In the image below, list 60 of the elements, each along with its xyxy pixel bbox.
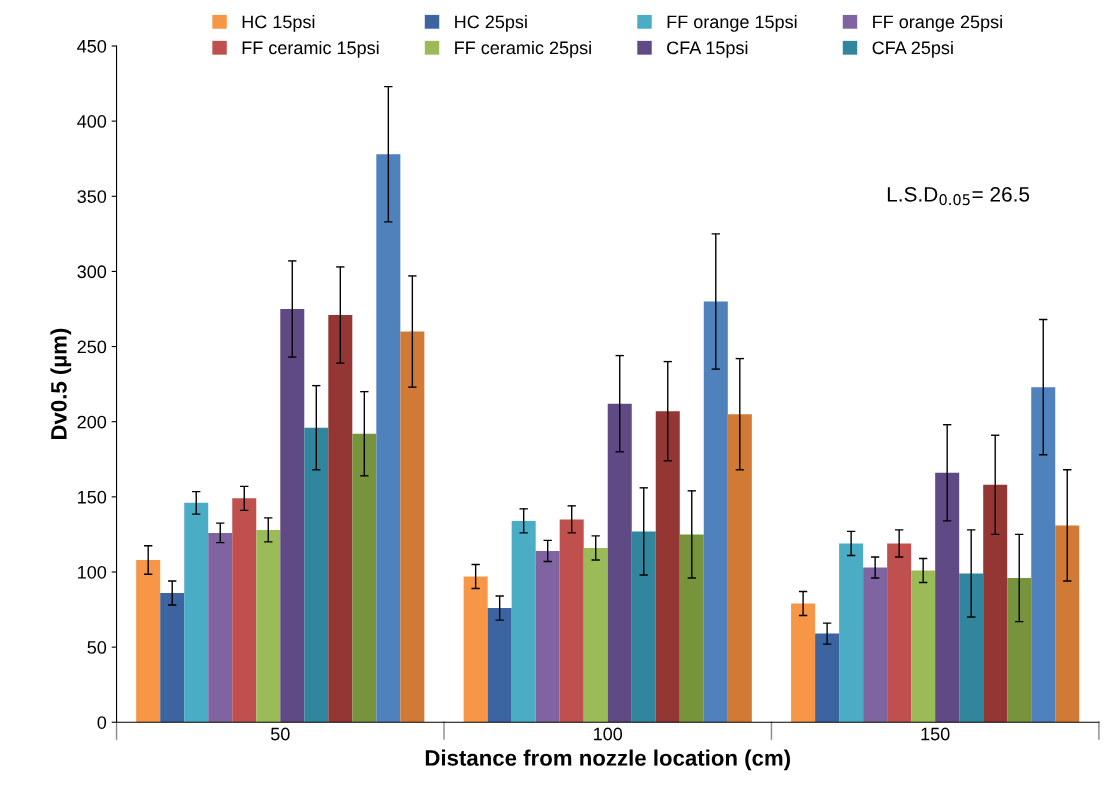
y-tick-label: 400: [77, 115, 107, 128]
bar: [511, 520, 536, 723]
bar: [400, 331, 425, 723]
bar: [815, 633, 840, 723]
legend-label: CFA 15psi: [667, 40, 748, 58]
bar: [184, 502, 209, 723]
bar: [1055, 525, 1080, 723]
bar: [232, 498, 257, 723]
bar: [935, 472, 960, 723]
legend-label: FF orange 15psi: [667, 15, 797, 32]
y-tick-label: 250: [77, 340, 107, 354]
bar: [136, 559, 161, 723]
bar: [487, 608, 512, 723]
x-tick-label: 50: [270, 727, 290, 741]
y-axis-title: Dv0.5 (µm): [50, 328, 72, 440]
y-tick-label: 450: [77, 39, 107, 53]
bar: [887, 543, 912, 723]
x-tick-label: 100: [594, 727, 623, 741]
x-axis-title: Distance from nozzle location (cm): [425, 749, 790, 771]
bar: [352, 433, 377, 723]
annotation: L.S.D$_{0.05}$= 26.5: [887, 186, 1030, 206]
bar: [160, 593, 185, 723]
y-tick-label: 0: [97, 716, 107, 729]
legend-label: CFA 25psi: [872, 40, 953, 58]
bar: [304, 427, 329, 723]
bar: [911, 570, 936, 723]
bar: [328, 315, 353, 723]
legend-label: FF ceramic 15psi: [242, 40, 379, 58]
y-tick-label: 300: [77, 265, 107, 279]
bar: [959, 573, 984, 723]
bar: [280, 308, 305, 723]
bar: [631, 531, 656, 723]
y-tick-label: 50: [87, 641, 107, 654]
bar: [1007, 577, 1032, 723]
y-tick-label: 100: [78, 565, 107, 579]
bar: [679, 534, 704, 723]
bar: [791, 603, 816, 723]
x-tick-label: 150: [921, 727, 950, 741]
legend-label: FF orange 25psi: [873, 15, 1002, 32]
legend-label: HC 25psi: [455, 15, 527, 32]
legend-label: FF ceramic 25psi: [455, 40, 591, 58]
bar: [703, 301, 728, 723]
bar: [727, 414, 752, 723]
legend-label: HC 15psi: [242, 15, 315, 32]
bar: [583, 547, 608, 723]
bar: [863, 567, 888, 723]
bar: [463, 576, 488, 723]
bar: [983, 484, 1008, 723]
y-tick-label: 350: [77, 190, 107, 203]
bar: [559, 519, 584, 723]
bar: [1031, 387, 1056, 723]
bar: [839, 543, 864, 723]
bar: [376, 154, 401, 723]
y-tick-label: 150: [78, 490, 107, 504]
bar: [607, 403, 632, 723]
y-tick-label: 200: [77, 415, 107, 429]
bar: [655, 411, 680, 723]
bar: [256, 529, 281, 723]
bar: [535, 550, 560, 723]
bar: [208, 532, 233, 723]
